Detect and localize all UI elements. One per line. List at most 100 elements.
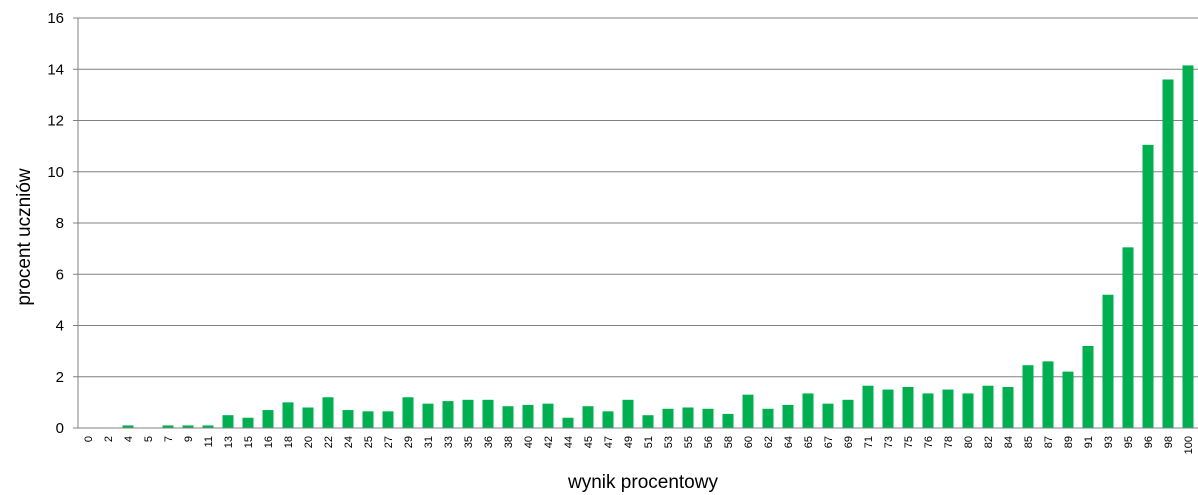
x-tick-label: 35: [463, 436, 475, 448]
x-tick-label: 11: [203, 436, 215, 447]
bar: [1142, 144, 1154, 428]
x-tick-label: 9: [183, 436, 195, 442]
x-tick-label: 58: [723, 436, 735, 448]
x-tick-label: 7: [163, 436, 175, 442]
bar: [982, 385, 994, 428]
x-tick-label: 4: [123, 436, 135, 442]
bar: [522, 404, 534, 428]
bar: [322, 397, 334, 428]
x-tick-label: 89: [1063, 436, 1075, 448]
x-tick-label: 5: [143, 436, 155, 442]
bar: [602, 411, 614, 428]
bar: [1182, 65, 1194, 428]
bar: [622, 399, 634, 428]
bar: [942, 389, 954, 428]
x-tick-label: 100: [1183, 436, 1195, 454]
x-tick-label: 84: [1003, 436, 1015, 448]
y-tick-label: 6: [56, 266, 64, 283]
bar: [682, 407, 694, 428]
bar: [242, 417, 254, 428]
x-tick-label: 36: [483, 436, 495, 448]
bar: [642, 415, 654, 428]
bar: [162, 425, 174, 428]
gridlines: [73, 17, 1198, 429]
bar: [1102, 294, 1114, 428]
x-tick-label: 31: [423, 436, 435, 448]
y-tick-label: 0: [56, 420, 64, 437]
bar: [1162, 79, 1174, 428]
x-tick-label: 38: [503, 436, 515, 448]
bar: [922, 393, 934, 428]
bar: [902, 387, 914, 428]
bar: [822, 403, 834, 428]
x-tick-label: 95: [1123, 436, 1135, 448]
bar: [702, 408, 714, 428]
x-tick-label: 53: [663, 436, 675, 448]
x-tick-label: 55: [683, 436, 695, 448]
y-tick-labels: 0 2 4 6 8 10 12 14 16: [47, 10, 64, 437]
bar: [782, 404, 794, 428]
x-tick-label: 93: [1103, 436, 1115, 448]
x-tick-label: 62: [763, 436, 775, 448]
x-tick-label: 33: [443, 436, 455, 448]
x-tick-label: 18: [283, 436, 295, 448]
x-tick-label: 25: [363, 436, 375, 448]
bar: [562, 417, 574, 428]
x-tick-label: 40: [523, 436, 535, 448]
bar: [182, 425, 194, 428]
bar: [502, 406, 514, 428]
x-tick-label: 49: [623, 436, 635, 448]
x-tick-label: 51: [643, 436, 655, 448]
x-tick-label: 60: [743, 436, 755, 448]
bar: [582, 406, 594, 428]
x-tick-label: 82: [983, 436, 995, 448]
x-tick-label: 91: [1083, 436, 1095, 448]
y-tick-label: 14: [47, 61, 64, 78]
y-tick-label: 16: [47, 10, 64, 27]
x-tick-label: 87: [1043, 436, 1055, 448]
bar: [382, 411, 394, 428]
y-tick-label: 12: [47, 113, 64, 130]
bar: [442, 401, 454, 428]
bar: [762, 408, 774, 428]
x-tick-label: 47: [603, 436, 615, 448]
bar: [342, 410, 354, 428]
x-tick-label: 85: [1023, 436, 1035, 448]
bar: [1122, 247, 1134, 428]
bar: [202, 425, 214, 428]
x-tick-label: 44: [563, 436, 575, 448]
x-tick-label: 56: [703, 436, 715, 448]
x-tick-label: 80: [963, 436, 975, 448]
bar: [842, 399, 854, 428]
bar: [882, 389, 894, 428]
x-tick-label: 13: [223, 436, 235, 448]
bar: [302, 407, 314, 428]
y-axis-title: procent uczniów: [14, 168, 35, 306]
x-tick-label: 65: [803, 436, 815, 448]
bar: [1002, 387, 1014, 428]
bar: [262, 410, 274, 428]
bar: [222, 415, 234, 428]
bar: [1022, 365, 1034, 428]
bar: [482, 399, 494, 428]
bar: [662, 408, 674, 428]
bar: [1062, 371, 1074, 428]
x-tick-label: 20: [303, 436, 315, 448]
x-tick-label: 96: [1143, 436, 1155, 448]
bar: [862, 385, 874, 428]
x-tick-label: 78: [943, 436, 955, 448]
bar: [402, 397, 414, 428]
bar: [1042, 361, 1054, 428]
x-tick-label: 73: [883, 436, 895, 448]
x-tick-label: 29: [403, 436, 415, 448]
bar: [462, 399, 474, 428]
bar: [802, 393, 814, 428]
x-tick-label: 76: [923, 436, 935, 448]
y-tick-label: 10: [47, 164, 64, 181]
y-tick-label: 4: [56, 318, 64, 335]
x-tick-label: 71: [863, 436, 875, 448]
x-tick-label: 22: [323, 436, 335, 448]
x-axis-title: wynik procentowy: [567, 472, 718, 493]
bar: [362, 411, 374, 428]
x-tick-label: 64: [783, 436, 795, 448]
